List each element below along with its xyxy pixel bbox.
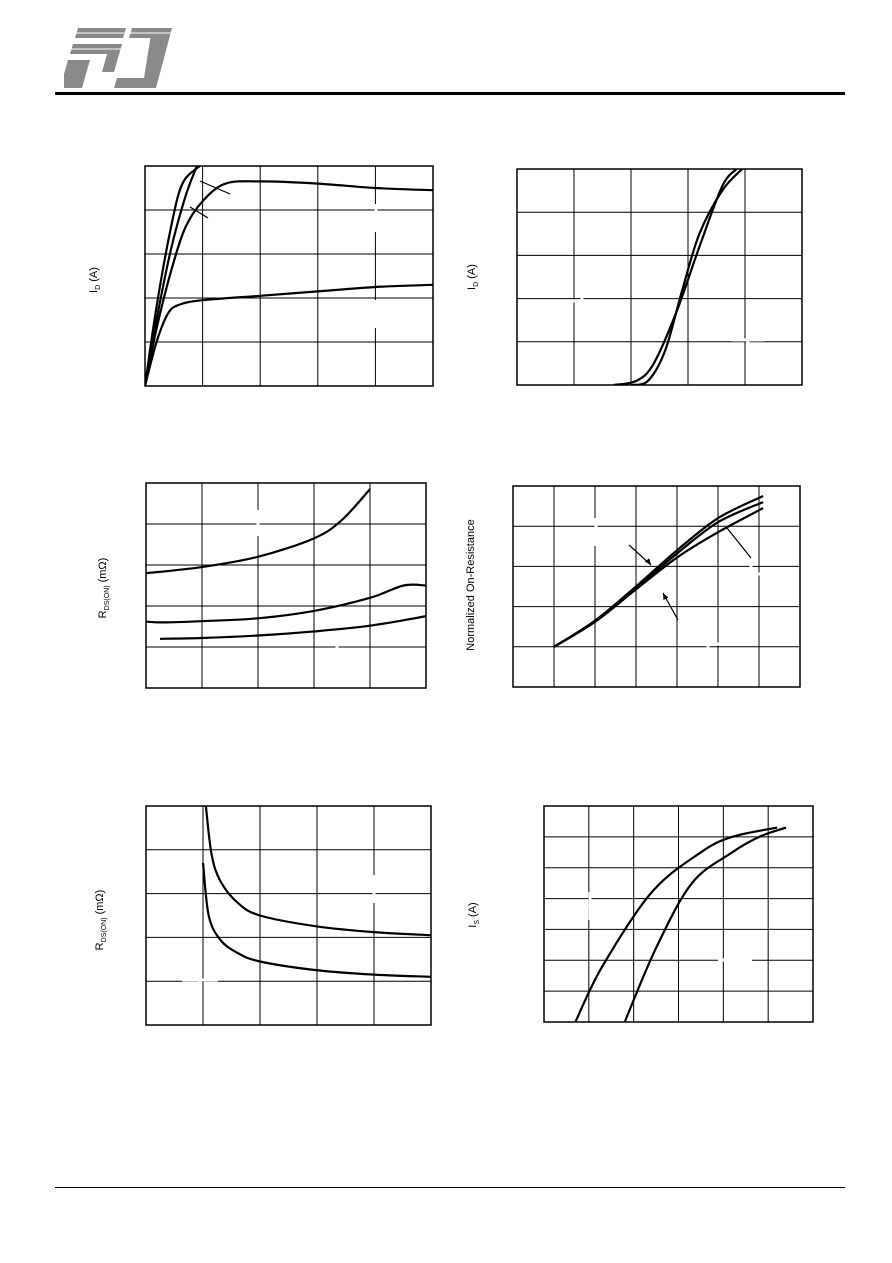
plot-frame bbox=[145, 482, 427, 689]
chart-output-characteristics: ID (A) bbox=[88, 165, 434, 387]
series-line-1 bbox=[613, 169, 738, 385]
y-axis-label: Normalized On-Resistance bbox=[465, 519, 477, 650]
y-axis-label: ID (A) bbox=[88, 267, 102, 293]
y-axis-label: IS (A) bbox=[467, 902, 481, 927]
series-line-1 bbox=[146, 488, 371, 575]
series-line-2 bbox=[623, 826, 787, 1022]
series-line-1 bbox=[204, 806, 431, 937]
series-line-1 bbox=[574, 826, 778, 1022]
y-axis-label-main: I bbox=[466, 287, 478, 290]
chart-normalized-on-resistance: Normalized On-Resistance bbox=[465, 485, 801, 688]
plot-frame bbox=[145, 805, 432, 1026]
series-line-3 bbox=[159, 615, 426, 640]
chart-on-resistance-vs-gate-voltage: RDS(ON) (mΩ) bbox=[94, 805, 432, 1026]
plot-frame bbox=[512, 485, 801, 688]
chart-transfer-characteristics: ID (A) bbox=[466, 168, 803, 386]
series-line-3 bbox=[145, 180, 433, 386]
y-axis-label: ID (A) bbox=[466, 264, 480, 290]
y-axis-label-main: R bbox=[97, 610, 109, 618]
plot-frame bbox=[144, 165, 434, 387]
y-axis-label-subscript: D bbox=[95, 285, 102, 290]
annotation-leader bbox=[726, 527, 752, 559]
header-rule bbox=[55, 92, 845, 95]
series-line-1 bbox=[145, 166, 201, 386]
annotation-leader bbox=[199, 180, 231, 195]
y-axis-label-subscript: S bbox=[474, 920, 481, 925]
chart-on-resistance-vs-current: RDS(ON) (mΩ) bbox=[97, 482, 427, 689]
plot-frame bbox=[543, 805, 814, 1023]
chart-source-drain-diode: IS (A) bbox=[467, 805, 814, 1023]
y-axis-label-main: Normalized On-Resistance bbox=[465, 519, 477, 650]
y-axis-label-subscript: D bbox=[473, 282, 480, 287]
annotation-arrowhead bbox=[644, 558, 651, 565]
y-axis-label-main: I bbox=[467, 925, 479, 928]
y-axis-label: RDS(ON) (mΩ) bbox=[97, 558, 111, 619]
footer-rule bbox=[55, 1187, 845, 1188]
series-line-3 bbox=[553, 507, 764, 648]
y-axis-label: RDS(ON) (mΩ) bbox=[94, 890, 108, 951]
y-axis-label-main: R bbox=[94, 942, 106, 950]
annotation-leader bbox=[189, 206, 209, 219]
series-line-2 bbox=[146, 583, 426, 624]
y-axis-label-main: I bbox=[88, 290, 100, 293]
pj-logo-icon bbox=[64, 28, 172, 88]
plot-frame bbox=[516, 168, 803, 386]
y-axis-label-unit: (mΩ) bbox=[94, 890, 106, 918]
y-axis-label-subscript: DS(ON) bbox=[101, 917, 108, 942]
series-line-2 bbox=[630, 169, 743, 385]
series-line-4 bbox=[145, 283, 433, 386]
y-axis-label-unit: (A) bbox=[466, 264, 478, 282]
y-axis-label-unit: (A) bbox=[467, 902, 479, 920]
y-axis-label-unit: (A) bbox=[88, 267, 100, 285]
series-line-2 bbox=[201, 862, 431, 978]
y-axis-label-subscript: DS(ON) bbox=[104, 585, 111, 610]
y-axis-label-unit: (mΩ) bbox=[97, 558, 109, 586]
annotation-arrowhead bbox=[663, 593, 669, 600]
